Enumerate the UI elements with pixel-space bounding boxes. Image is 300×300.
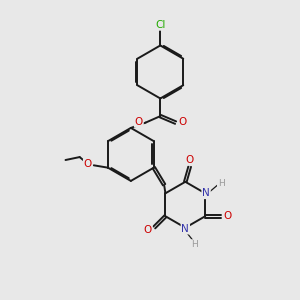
Text: N: N (182, 224, 189, 234)
Text: O: O (186, 155, 194, 165)
Text: O: O (135, 117, 143, 127)
Text: N: N (202, 188, 210, 198)
Text: H: H (191, 240, 197, 249)
Text: O: O (84, 159, 92, 169)
Text: O: O (144, 225, 152, 235)
Text: H: H (218, 179, 224, 188)
Text: O: O (179, 117, 187, 127)
Text: O: O (224, 211, 232, 221)
Text: Cl: Cl (155, 20, 166, 30)
